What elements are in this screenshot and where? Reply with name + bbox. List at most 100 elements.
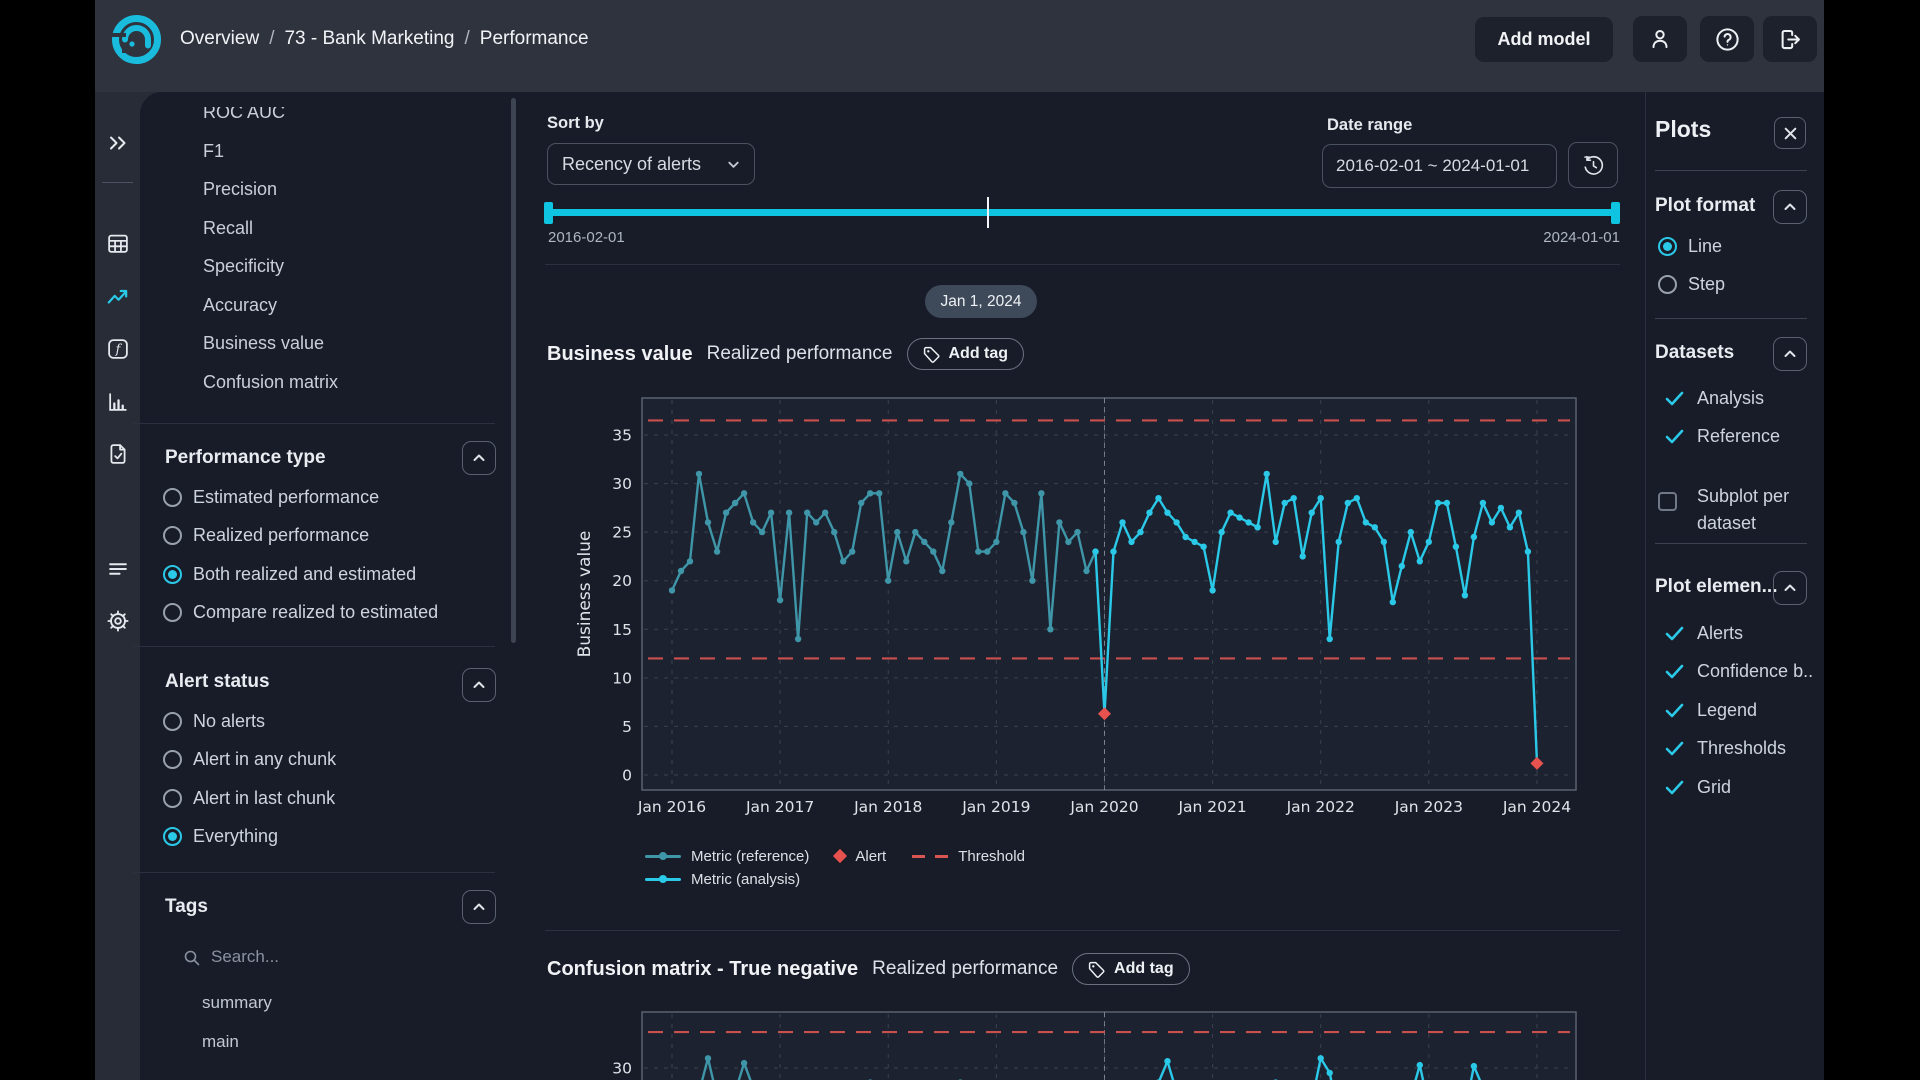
sidebar-item-metric[interactable]: Accuracy <box>203 294 453 316</box>
svg-text:30: 30 <box>612 475 632 493</box>
alert-diamond-swatch <box>833 849 847 863</box>
app-window: Overview/73 - Bank Marketing/Performance… <box>95 0 1824 1080</box>
sidebar-item-metric[interactable]: Specificity <box>203 255 453 277</box>
plot-element-option[interactable]: Legend <box>1665 699 1813 721</box>
plot-format-option[interactable]: Step <box>1658 274 1725 296</box>
slider-handle-end[interactable] <box>1611 202 1620 224</box>
dataset-option[interactable]: Reference <box>1665 426 1780 448</box>
sidebar-item-performance[interactable] <box>106 285 130 309</box>
sidebar-item-logs[interactable] <box>106 558 129 581</box>
breadcrumb: Overview/73 - Bank Marketing/Performance <box>180 28 589 50</box>
search-icon <box>183 949 201 967</box>
divider <box>133 423 495 424</box>
alert-status-option[interactable]: Alert in any chunk <box>163 749 336 771</box>
radio-label: Both realized and estimated <box>193 564 416 585</box>
sidebar-item-distributions[interactable] <box>106 391 129 414</box>
svg-text:Jan 2019: Jan 2019 <box>961 798 1030 816</box>
logout-button[interactable] <box>1763 16 1817 62</box>
plot-elements-collapse-button[interactable] <box>1773 571 1807 605</box>
plot-element-option[interactable]: Alerts <box>1665 622 1813 644</box>
svg-text:Jan 2024: Jan 2024 <box>1502 798 1571 816</box>
sidebar-item-metric[interactable]: F1 <box>203 140 453 162</box>
breadcrumb-item[interactable]: Performance <box>480 28 589 50</box>
sidebar-item-metric[interactable]: Business value <box>203 332 453 354</box>
add-model-button[interactable]: Add model <box>1475 17 1613 62</box>
tag-item[interactable]: main <box>202 1031 272 1053</box>
plot-format-option[interactable]: Line <box>1658 235 1725 257</box>
subplot-per-dataset-checkbox[interactable] <box>1658 492 1677 511</box>
legend-label: Threshold <box>958 848 1025 865</box>
alert-status-options: No alerts Alert in any chunk Alert in last… <box>163 710 336 848</box>
radio-icon <box>163 750 182 769</box>
logout-icon <box>1777 26 1804 53</box>
sidebar-item-functions[interactable]: f <box>106 338 129 361</box>
plots-panel-close-button[interactable] <box>1774 117 1806 149</box>
breadcrumb-item[interactable]: 73 - Bank Marketing <box>284 28 454 50</box>
slider-end-label: 2024-01-01 <box>1543 229 1620 246</box>
sidebar-item-metric[interactable]: Confusion matrix <box>203 371 453 393</box>
sort-by-select[interactable]: Recency of alerts <box>547 143 755 185</box>
threshold-dash-swatch <box>912 855 948 858</box>
add-tag-button[interactable]: Add tag <box>907 338 1025 370</box>
datasets-collapse-button[interactable] <box>1773 337 1807 371</box>
plot-element-option[interactable]: Thresholds <box>1665 738 1813 760</box>
sidebar-item-metric[interactable]: ROC AUC <box>203 107 453 123</box>
sidebar-item-metric[interactable]: Recall <box>203 217 453 239</box>
svg-text:5: 5 <box>622 718 632 736</box>
slider-handle-start[interactable] <box>544 202 553 224</box>
date-range-slider[interactable] <box>548 209 1620 216</box>
date-range-reset-button[interactable] <box>1568 142 1618 188</box>
legend-item[interactable]: Metric (analysis) <box>645 871 800 888</box>
dataset-option[interactable]: Analysis <box>1665 387 1780 409</box>
date-range-input[interactable]: 2016-02-01 ~ 2024-01-01 <box>1322 144 1557 188</box>
legend-item[interactable]: Threshold <box>912 848 1025 865</box>
performance-type-option[interactable]: Estimated performance <box>163 486 438 508</box>
svg-text:35: 35 <box>612 427 632 445</box>
user-button[interactable] <box>1633 16 1687 62</box>
breadcrumb-item[interactable]: Overview <box>180 28 259 50</box>
business-value-chart[interactable]: 05101520253035Jan 2016Jan 2017Jan 2018Ja… <box>560 390 1600 830</box>
performance-type-collapse-button[interactable] <box>462 441 496 475</box>
sidebar-item-settings[interactable] <box>106 609 130 633</box>
legend-item[interactable]: Alert <box>835 848 886 865</box>
performance-type-option[interactable]: Both realized and estimated <box>163 563 438 585</box>
plot-format-collapse-button[interactable] <box>1773 190 1807 224</box>
radio-selected-icon <box>163 827 182 846</box>
close-icon <box>1783 126 1798 141</box>
slider-start-label: 2016-02-01 <box>548 229 625 246</box>
performance-type-option[interactable]: Realized performance <box>163 525 438 547</box>
plot-element-option[interactable]: Confidence b.. <box>1665 661 1813 683</box>
tags-collapse-button[interactable] <box>462 890 496 924</box>
left-panel-scrollbar[interactable] <box>511 98 516 643</box>
alert-status-collapse-button[interactable] <box>462 668 496 702</box>
svg-text:Jan 2022: Jan 2022 <box>1286 798 1355 816</box>
plot-element-option[interactable]: Grid <box>1665 776 1813 798</box>
datasets-header: Datasets <box>1655 342 1734 364</box>
sidebar-item-data[interactable] <box>106 233 129 256</box>
alert-status-option[interactable]: Alert in last chunk <box>163 787 336 809</box>
settings-gear-icon <box>106 609 130 633</box>
legend-item[interactable]: Metric (reference) <box>645 848 809 865</box>
list-icon <box>106 558 129 581</box>
divider <box>1655 170 1807 171</box>
confusion-matrix-chart[interactable]: 30 <box>560 1005 1600 1080</box>
svg-text:Jan 2023: Jan 2023 <box>1394 798 1463 816</box>
sidebar-item-reports[interactable] <box>106 443 129 466</box>
svg-text:Jan 2021: Jan 2021 <box>1177 798 1246 816</box>
sidebar-item-metric[interactable]: Precision <box>203 178 453 200</box>
app-logo-icon[interactable] <box>110 13 163 66</box>
help-button[interactable] <box>1700 16 1754 62</box>
alert-status-option[interactable]: Everything <box>163 826 336 848</box>
legend-row: Metric (reference) Alert Threshold <box>645 845 1025 867</box>
expand-sidebar-button[interactable] <box>107 132 129 154</box>
alert-status-option[interactable]: No alerts <box>163 710 336 732</box>
tags-search-input[interactable] <box>209 946 403 968</box>
divider <box>1655 318 1807 319</box>
performance-type-option[interactable]: Compare realized to estimated <box>163 602 438 624</box>
table-icon <box>106 233 129 256</box>
metric-list: ROC AUC F1 Precision Recall Specificity Accur… <box>203 107 453 393</box>
tag-item[interactable]: summary <box>202 992 272 1014</box>
svg-text:30: 30 <box>612 1060 632 1078</box>
radio-label: Estimated performance <box>193 487 379 508</box>
add-tag-button[interactable]: Add tag <box>1072 953 1190 985</box>
